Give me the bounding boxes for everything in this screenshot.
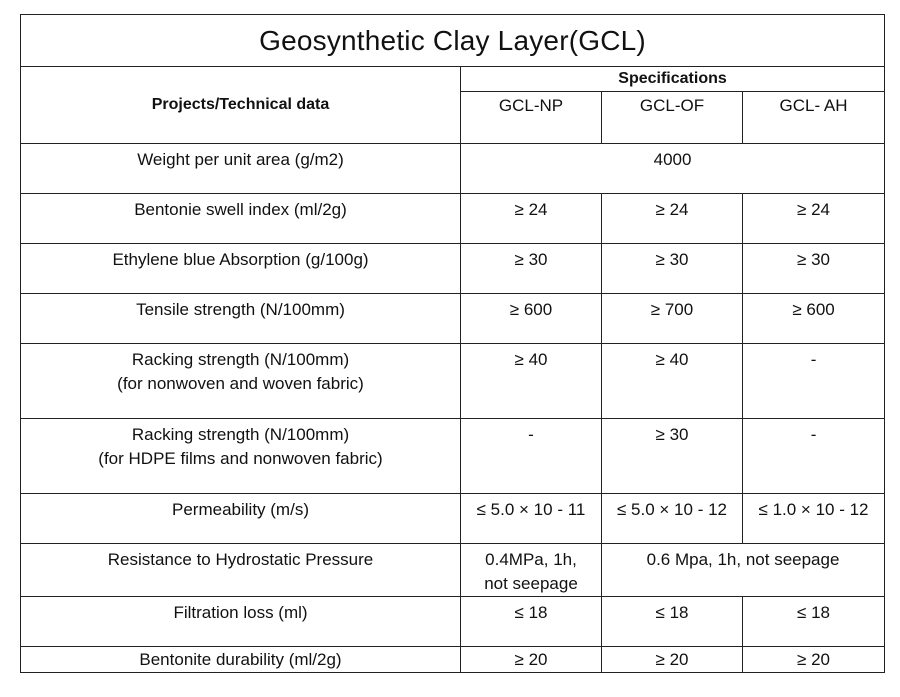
row-label: Racking strength (N/100mm) (for HDPE fil… xyxy=(20,418,461,494)
cell-gcl-ah: ≤ 1.0 × 10 - 12 xyxy=(741,493,886,544)
cell-gcl-of: ≥ 30 xyxy=(601,243,743,294)
table-row-ethylene: Ethylene blue Absorption (g/100g) ≥ 30 ≥… xyxy=(20,243,886,294)
table-row-filtration: Filtration loss (ml) ≤ 18 ≤ 18 ≤ 18 xyxy=(20,596,886,647)
table-row-racking-nonwoven: Racking strength (N/100mm) (for nonwoven… xyxy=(20,343,886,419)
cell-gcl-np: ≥ 20 xyxy=(460,646,602,673)
cell-gcl-ah: - xyxy=(741,343,886,419)
cell-gcl-of: ≥ 700 xyxy=(601,293,743,344)
projects-header: Projects/Technical data xyxy=(20,66,461,144)
cell-line2: not seepage xyxy=(484,574,578,593)
cell-gcl-of: ≥ 24 xyxy=(601,193,743,244)
row-label: Racking strength (N/100mm) (for nonwoven… xyxy=(20,343,461,419)
row-label-line1: Racking strength (N/100mm) xyxy=(131,350,350,369)
cell-gcl-ah: ≥ 600 xyxy=(741,293,886,344)
row-label: Filtration loss (ml) xyxy=(20,596,461,647)
header-row-1: Projects/Technical data Specifications xyxy=(20,66,886,144)
row-label-line2: (for nonwoven and woven fabric) xyxy=(117,374,364,393)
cell-gcl-of-ah: 0.6 Mpa, 1h, not seepage xyxy=(600,543,886,597)
cell-gcl-ah: ≥ 24 xyxy=(741,193,886,244)
cell-line1: 0.4MPa, 1h, xyxy=(485,550,577,569)
cell-gcl-ah: ≤ 18 xyxy=(741,596,886,647)
row-label: Tensile strength (N/100mm) xyxy=(20,293,461,344)
specifications-header: Specifications xyxy=(459,66,886,92)
column-header-gcl-np: GCL-NP xyxy=(460,91,602,144)
row-label: Bentonie swell index (ml/2g) xyxy=(20,193,461,244)
cell-gcl-np: 0.4MPa, 1h, not seepage xyxy=(460,543,602,597)
cell-gcl-np: ≥ 30 xyxy=(460,243,602,294)
cell-gcl-of: ≥ 20 xyxy=(601,646,743,673)
header-row-2: GCL-NP GCL-OF GCL- AH xyxy=(21,91,886,144)
title-row: Geosynthetic Clay Layer(GCL) xyxy=(19,14,886,67)
cell-gcl-np: ≥ 40 xyxy=(460,343,602,419)
cell-gcl-of: ≤ 5.0 × 10 - 12 xyxy=(601,493,743,544)
cell-gcl-ah: ≥ 20 xyxy=(741,646,886,673)
spec-table: Geosynthetic Clay Layer(GCL) Projects/Te… xyxy=(19,14,886,673)
table-row-permeability: Permeability (m/s) ≤ 5.0 × 10 - 11 ≤ 5.0… xyxy=(20,493,886,544)
column-header-gcl-of: GCL-OF xyxy=(601,91,743,144)
weight-value: 4000 xyxy=(459,143,886,194)
row-label: Ethylene blue Absorption (g/100g) xyxy=(20,243,461,294)
cell-gcl-np: ≥ 600 xyxy=(460,293,602,344)
column-header-gcl-ah: GCL- AH xyxy=(741,91,886,144)
table-row-hydrostatic: Resistance to Hydrostatic Pressure 0.4MP… xyxy=(20,543,886,597)
row-label-line2: (for HDPE films and nonwoven fabric) xyxy=(98,449,383,468)
table-row-weight: Weight per unit area (g/m2) 4000 xyxy=(20,143,886,194)
gcl-spec-sheet: Geosynthetic Clay Layer(GCL) Projects/Te… xyxy=(19,14,886,686)
table-row-durability: Bentonite durability (ml/2g) ≥ 20 ≥ 20 ≥… xyxy=(20,646,886,673)
row-label: Weight per unit area (g/m2) xyxy=(20,143,461,194)
cell-gcl-of: ≥ 30 xyxy=(601,418,743,494)
cell-gcl-of: ≥ 40 xyxy=(601,343,743,419)
table-row-swell: Bentonie swell index (ml/2g) ≥ 24 ≥ 24 ≥… xyxy=(20,193,886,244)
table-title: Geosynthetic Clay Layer(GCL) xyxy=(19,14,886,67)
row-label: Resistance to Hydrostatic Pressure xyxy=(20,543,461,597)
cell-gcl-of: ≤ 18 xyxy=(601,596,743,647)
cell-gcl-ah: - xyxy=(741,418,886,494)
row-label: Permeability (m/s) xyxy=(20,493,461,544)
table-row-racking-hdpe: Racking strength (N/100mm) (for HDPE fil… xyxy=(20,418,886,494)
cell-gcl-np: ≥ 24 xyxy=(460,193,602,244)
table-row-tensile: Tensile strength (N/100mm) ≥ 600 ≥ 700 ≥… xyxy=(20,293,886,344)
cell-gcl-np: - xyxy=(460,418,602,494)
row-label-line1: Racking strength (N/100mm) xyxy=(131,425,350,444)
cell-gcl-np: ≤ 5.0 × 10 - 11 xyxy=(460,493,602,544)
cell-gcl-np: ≤ 18 xyxy=(460,596,602,647)
cell-gcl-ah: ≥ 30 xyxy=(741,243,886,294)
row-label: Bentonite durability (ml/2g) xyxy=(20,646,461,673)
